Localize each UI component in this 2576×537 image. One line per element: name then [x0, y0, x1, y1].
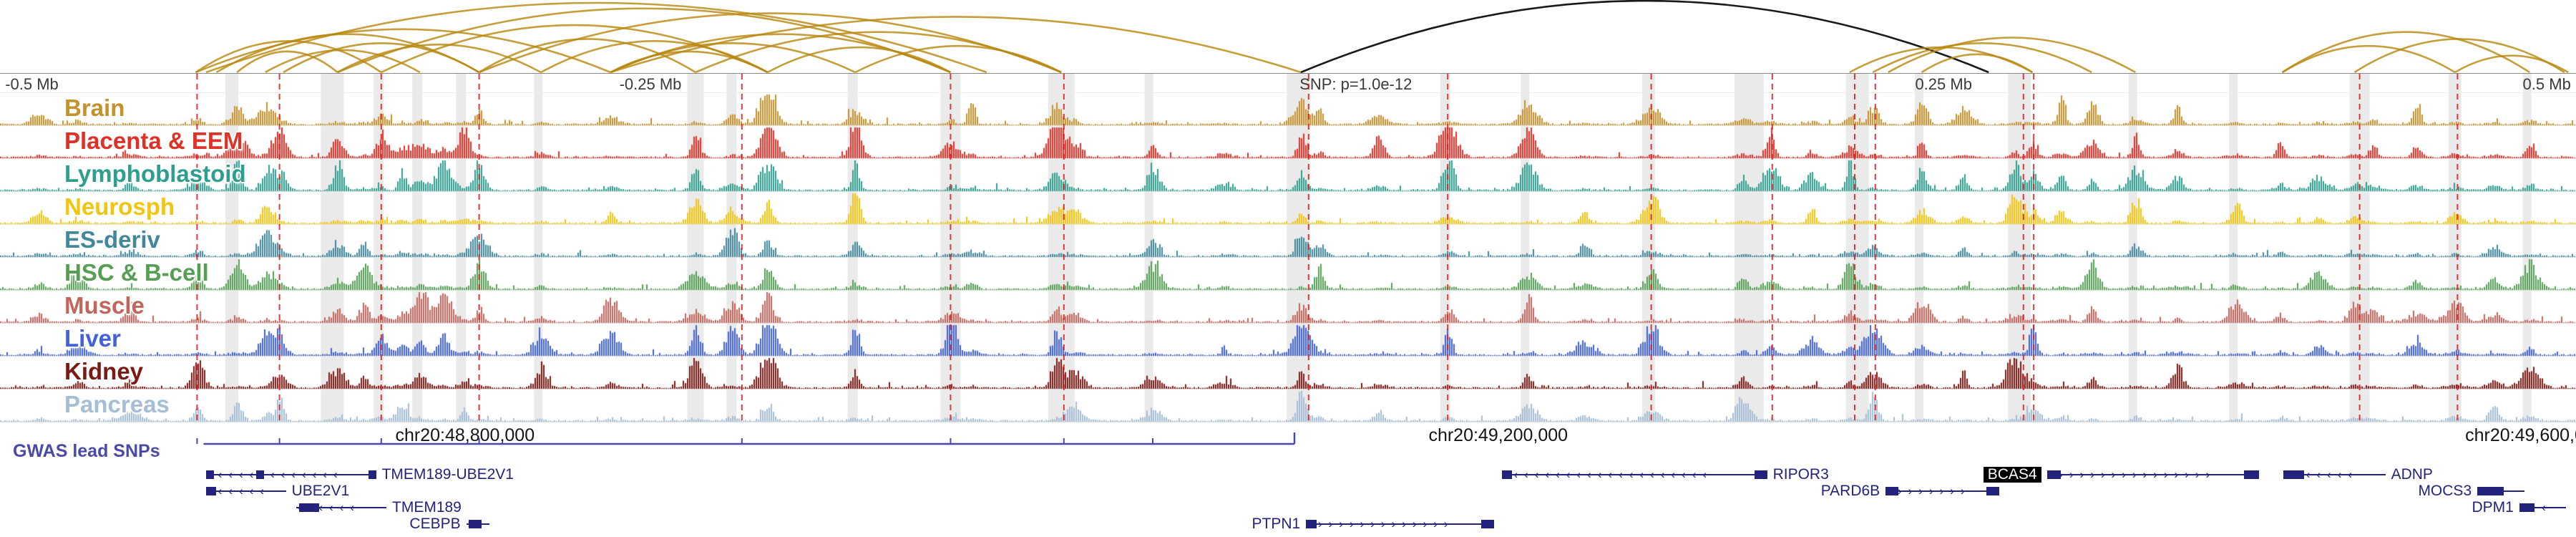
gene-strand-arrows: ‹‹‹‹‹‹‹‹‹‹‹‹‹‹‹‹‹‹‹‹ [1503, 468, 1714, 481]
gene-body-mocs3: ››› [2477, 483, 2524, 499]
ruler-tick-label: -0.25 Mb [619, 75, 682, 93]
gene-body-cebpb: ›› [466, 516, 489, 532]
gene-body-ptpn1: ›››››››››››››› [1306, 516, 1494, 532]
gene-exon [298, 503, 320, 512]
gene-exon [2243, 470, 2260, 479]
track-label-brain: Brain [64, 95, 125, 121]
gene-exon [1754, 470, 1767, 479]
gene-label-mocs3: MOCS3 [2418, 483, 2472, 499]
gene-label-ptpn1: PTPN1 [1252, 516, 1301, 532]
gene-exon [206, 470, 214, 479]
gene-label-dpm1: DPM1 [2472, 499, 2514, 516]
track-label-placenta-eem: Placenta & EEM [64, 127, 243, 154]
track-label-liver: Liver [64, 325, 121, 352]
gene-label-pard6b: PARD6B [1820, 483, 1880, 499]
gene-label-bcas4: BCAS4 [1983, 467, 2041, 483]
signal-tracks [0, 93, 2576, 422]
ruler-tick-label: 0.25 Mb [1915, 75, 1972, 93]
interaction-arc [767, 46, 952, 74]
ruler-tick-label: 0.5 Mb [2522, 75, 2571, 93]
interaction-arc [195, 28, 611, 74]
interaction-arc [336, 43, 542, 74]
interaction-arc [1921, 53, 2034, 74]
snp-guide-lines-layer [196, 74, 2459, 422]
interaction-arc [478, 38, 696, 74]
interaction-arc [854, 44, 1062, 74]
gene-exon [1885, 487, 1899, 495]
gwas-lead-snps-glyph [196, 432, 1296, 445]
track-label-neurosph: Neurosph [64, 193, 175, 220]
interaction-arc [1872, 42, 2092, 74]
coordinate-label: chr20:48,800,000 [395, 425, 535, 445]
gene-exon [2283, 470, 2305, 479]
gene-body-pard6b: ›››››››› [1885, 483, 1999, 499]
gene-exon [1480, 520, 1494, 528]
gene-body-adnp: ‹‹‹‹‹‹‹ [2283, 467, 2386, 483]
interaction-arc [283, 42, 480, 74]
gene-strand-arrows: ›››››››››››››› [1307, 517, 1455, 531]
track-label-es-deriv: ES-deriv [64, 226, 160, 253]
gene-label-adnp: ADNP [2391, 466, 2433, 483]
coordinate-label: chr20:49,600,000 [2465, 425, 2576, 445]
gene-label-ripor3: RIPOR3 [1772, 466, 1829, 483]
ruler-tick-label: SNP: p=1.0e-12 [1299, 75, 1413, 93]
gene-label-tmem189-ube2v1: TMEM189-UBE2V1 [381, 466, 514, 483]
track-label-lymphoblastoid: Lymphoblastoid [64, 160, 246, 187]
gene-exon [2477, 487, 2504, 495]
gene-body-dpm1: ‹‹‹ [2519, 500, 2566, 516]
interaction-arc [236, 50, 338, 74]
interaction-arc [1888, 37, 2137, 74]
ruler-tick-label: -0.5 Mb [5, 75, 59, 93]
interaction-arc [337, 7, 951, 74]
interaction-arc [205, 1, 987, 74]
gene-exon [1501, 470, 1513, 479]
track-label-pancreas: Pancreas [64, 391, 170, 417]
interaction-arcs-layer [195, 0, 2569, 74]
gene-strand-arrows: ‹‹‹‹‹‹ [208, 484, 270, 498]
interaction-arc [540, 40, 769, 74]
interaction-arc [2281, 44, 2456, 74]
interaction-arc [1300, 0, 1989, 74]
interaction-arc [2454, 54, 2569, 74]
gene-strand-arrows: ›››››››››››››››› [2048, 468, 2217, 481]
tracks-panel: -0.5 Mb -0.25 Mb SNP: p=1.0e-12 0.25 Mb 0.5 … [0, 73, 2576, 422]
gene-body-ube2v1: ‹‹‹‹‹‹ [206, 483, 286, 499]
coordinate-labels: chr20:48,800,000 chr20:49,200,000 chr20:49… [0, 425, 2576, 445]
gene-exon [256, 470, 264, 479]
interaction-arc [2281, 31, 2530, 74]
gene-body-tmem189: ‹‹‹‹‹‹ [296, 500, 386, 516]
gene-strand-arrows: ›››››››› [1887, 484, 1971, 498]
gene-exon [1306, 520, 1317, 528]
interaction-arc [2353, 38, 2565, 74]
gene-exon [2046, 470, 2061, 479]
gene-exon [368, 470, 376, 479]
track-label-kidney: Kidney [64, 358, 144, 384]
gene-body-bcas4: ›››››››››››››››› [2046, 467, 2260, 483]
gene-exon [2519, 503, 2535, 512]
gene-label-tmem189: TMEM189 [392, 499, 462, 516]
gene-exon [469, 520, 482, 528]
track-label-muscle: Muscle [64, 292, 145, 319]
gene-body-ripor3: ‹‹‹‹‹‹‹‹‹‹‹‹‹‹‹‹‹‹‹‹ [1501, 467, 1767, 483]
gene-exon [1986, 487, 1999, 495]
gene-annotations: ‹‹‹‹‹‹‹‹‹‹‹‹‹ TMEM189-UBE2V1 ‹‹‹‹‹‹‹‹‹‹‹‹‹… [0, 467, 2576, 537]
track-label-hsc-b-cell: HSC & B-cell [64, 259, 209, 286]
gene-body-tmem189-ube2v1: ‹‹‹‹‹‹‹‹‹‹‹‹‹ [206, 467, 376, 483]
gene-label-cebpb: CEBPB [409, 516, 461, 532]
ruler: -0.5 Mb -0.25 Mb SNP: p=1.0e-12 0.25 Mb 0.5 … [0, 74, 2576, 93]
interaction-arc [610, 16, 1302, 74]
gene-exon [206, 487, 217, 495]
gwas-lead-snps-label: GWAS lead SNPs [13, 441, 160, 461]
gene-strand-arrows: ‹‹‹‹‹‹‹‹‹‹‹‹‹ [208, 468, 344, 481]
signal-tracks-canvas [0, 93, 2576, 422]
gene-label-ube2v1: UBE2V1 [291, 483, 350, 499]
coordinate-label: chr20:49,200,000 [1428, 425, 1568, 445]
